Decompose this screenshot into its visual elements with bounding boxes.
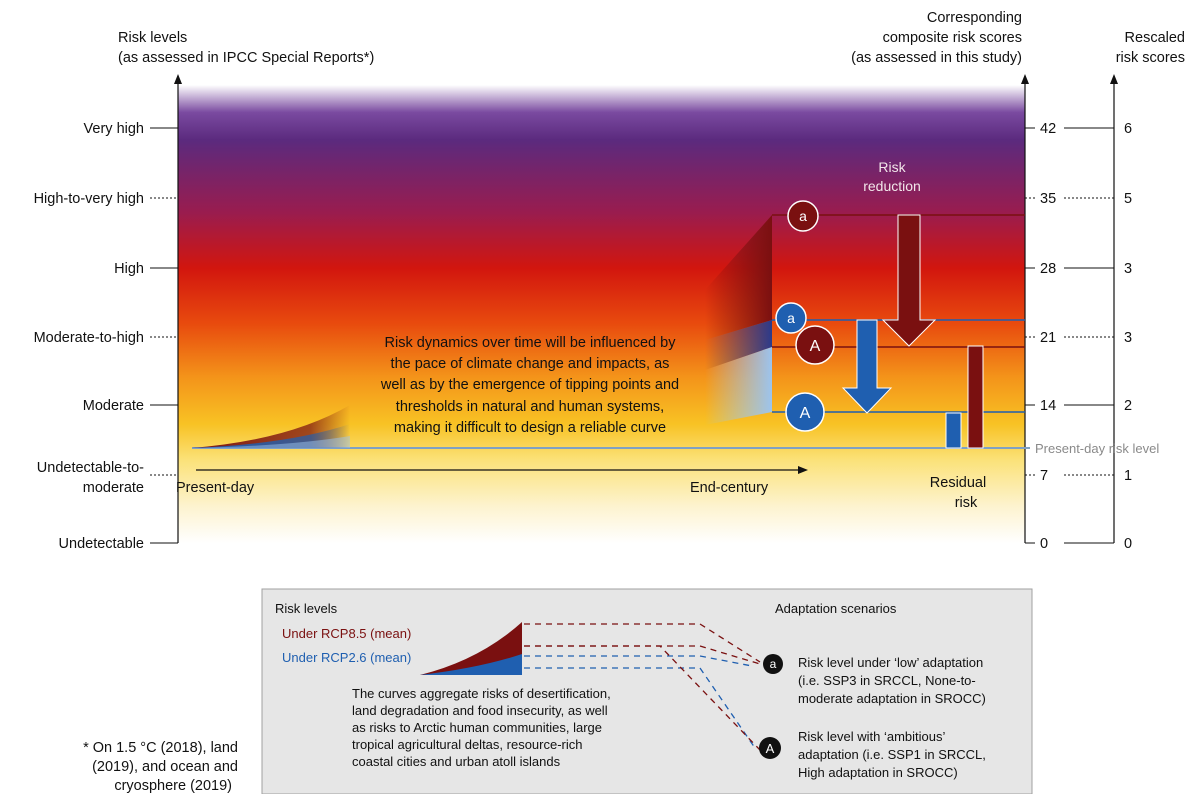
svg-text:A: A <box>810 338 821 355</box>
svg-text:as risks to Arctic human commu: as risks to Arctic human communities, la… <box>352 720 602 735</box>
residual-bar-rcp26 <box>945 412 962 449</box>
right-axis1-title-3: (as assessed in this study) <box>851 50 1022 66</box>
score-7: 7 <box>1040 468 1048 484</box>
legend-risk-levels-title: Risk levels <box>275 601 338 616</box>
rescaled-3a: 3 <box>1124 261 1132 277</box>
risk-reduction-arrow-rcp26 <box>841 319 893 414</box>
legend-connectors <box>524 623 761 751</box>
time-arrow: Present-day End-century <box>176 466 808 496</box>
rescaled-3b: 3 <box>1124 330 1132 346</box>
score-42: 42 <box>1040 121 1056 137</box>
legend-high-text-1: Risk level with ‘ambitious’ <box>798 729 945 744</box>
level-undetectable-to: Undetectable-to- <box>37 460 144 476</box>
svg-text:a: a <box>799 208 807 224</box>
level-moderate-cont: moderate <box>83 480 144 496</box>
level-undetectable: Undetectable <box>59 536 144 552</box>
legend-marker-low: a <box>763 654 783 674</box>
marker-rcp26-high: A <box>785 392 825 432</box>
score-28: 28 <box>1040 261 1056 277</box>
legend-marker-high: A <box>759 737 781 759</box>
right-axis2-title-2: risk scores <box>1116 50 1185 66</box>
early-curves <box>192 405 350 448</box>
legend-rcp26-label: Under RCP2.6 (mean) <box>282 650 411 665</box>
marker-rcp26-low: a <box>775 302 807 334</box>
level-high: High <box>114 261 144 277</box>
risk-reduction-arrow-rcp85 <box>881 214 937 347</box>
residual-label-2: risk <box>955 495 978 511</box>
svg-text:well as by the emergence of ti: well as by the emergence of tipping poin… <box>380 377 679 393</box>
svg-text:thresholds in natural and huma: thresholds in natural and human systems, <box>396 399 664 415</box>
right-axis1-title-1: Corresponding <box>927 10 1022 26</box>
legend-adaptation-title: Adaptation scenarios <box>775 601 897 616</box>
residual-label-1: Residual <box>930 475 986 491</box>
svg-text:Risk dynamics over time will b: Risk dynamics over time will be influenc… <box>385 335 677 351</box>
risk-gradient-background <box>178 85 1025 543</box>
legend-rcp85-label: Under RCP8.5 (mean) <box>282 626 411 641</box>
right-axis-composite: Corresponding composite risk scores (as … <box>851 10 1114 552</box>
svg-text:the pace of climate change and: the pace of climate change and impacts, … <box>391 356 670 372</box>
level-very-high: Very high <box>84 121 144 137</box>
end-century-label: End-century <box>690 480 769 496</box>
svg-text:tropical agricultural deltas,: tropical agricultural deltas, resource-r… <box>352 737 582 752</box>
rescaled-1: 1 <box>1124 468 1132 484</box>
score-35: 35 <box>1040 191 1056 207</box>
present-day-label: Present-day <box>176 480 255 496</box>
left-axis-title-1: Risk levels <box>118 30 187 46</box>
marker-rcp85-low: a <box>787 200 819 232</box>
residual-bar-rcp85 <box>967 345 984 449</box>
svg-text:coastal cities and urban atoll: coastal cities and urban atoll islands <box>352 754 561 769</box>
rescaled-0: 0 <box>1124 536 1132 552</box>
legend-box: Risk levels Under RCP8.5 (mean) Under RC… <box>261 588 1033 794</box>
risk-reduction-label-2: reduction <box>863 178 921 194</box>
rescaled-6: 6 <box>1124 121 1132 137</box>
footnote: * On 1.5 °C (2018), land (2019), and oce… <box>83 740 238 794</box>
svg-text:cryosphere (2019): cryosphere (2019) <box>114 778 232 794</box>
center-explanation: Risk dynamics over time will be influenc… <box>380 335 679 436</box>
left-axis: Risk levels (as assessed in IPCC Special… <box>34 30 375 552</box>
right-axis2-title-1: Rescaled <box>1125 30 1185 46</box>
level-moderate-to-high: Moderate-to-high <box>34 330 144 346</box>
svg-text:(2019), and ocean and: (2019), and ocean and <box>92 759 238 775</box>
svg-text:a: a <box>787 310 795 326</box>
legend-rcp26-curve <box>420 654 522 675</box>
end-century-fan <box>705 215 772 425</box>
svg-text:A: A <box>766 741 775 756</box>
svg-text:A: A <box>800 405 811 422</box>
level-high-to-very-high: High-to-very high <box>34 191 144 207</box>
legend-low-text-1: Risk level under ‘low’ adaptation <box>798 655 983 670</box>
score-14: 14 <box>1040 398 1056 414</box>
right-axis1-title-2: composite risk scores <box>883 30 1022 46</box>
svg-text:The curves aggregate risks of: The curves aggregate risks of desertific… <box>352 686 611 701</box>
legend-low-text-3: moderate adaptation in SROCC) <box>798 691 986 706</box>
score-21: 21 <box>1040 330 1056 346</box>
svg-text:land degradation and food inse: land degradation and food insecurity, as… <box>352 703 608 718</box>
svg-text:making it difficult to design: making it difficult to design a reliable… <box>394 420 666 436</box>
level-moderate: Moderate <box>83 398 144 414</box>
rescaled-2: 2 <box>1124 398 1132 414</box>
legend-high-text-2: adaptation (i.e. SSP1 in SRCCL, <box>798 747 986 762</box>
legend-high-text-3: High adaptation in SROCC) <box>798 765 958 780</box>
legend-curves-text: The curves aggregate risks of desertific… <box>352 686 611 769</box>
risk-reduction-label-1: Risk <box>878 159 906 175</box>
legend-low-text-2: (i.e. SSP3 in SRCCL, None-to- <box>798 673 976 688</box>
svg-text:* On 1.5 °C (2018), land: * On 1.5 °C (2018), land <box>83 740 238 756</box>
svg-text:a: a <box>770 657 777 671</box>
right-axis-rescaled: Rescaled risk scores 6 5 3 3 2 1 0 <box>1110 30 1185 552</box>
marker-rcp85-high: A <box>795 325 835 365</box>
present-day-risk-label: Present-day risk level <box>1035 441 1159 456</box>
score-0: 0 <box>1040 536 1048 552</box>
left-axis-title-2: (as assessed in IPCC Special Reports*) <box>118 50 374 66</box>
rescaled-5: 5 <box>1124 191 1132 207</box>
